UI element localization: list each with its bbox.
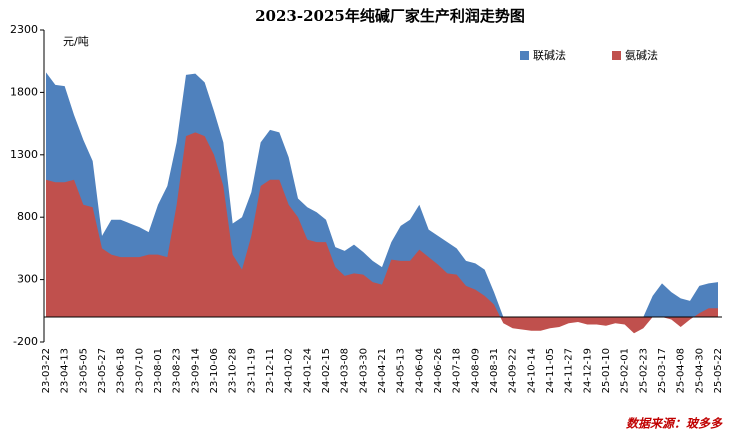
y-axis-label: 元/吨: [63, 35, 89, 48]
x-tick-label: 23-05-27: [97, 348, 108, 393]
x-tick-label: 25-01-10: [601, 348, 612, 393]
x-tick-label: 23-12-11: [265, 348, 276, 393]
x-tick-label: 24-02-15: [321, 348, 332, 393]
x-tick-label: 24-09-22: [508, 348, 519, 393]
y-tick-label: 1300: [10, 148, 38, 161]
x-tick-label: 23-05-05: [78, 348, 89, 393]
y-tick-label: 300: [17, 273, 38, 286]
x-tick-label: 24-05-13: [396, 348, 407, 393]
x-tick-label: 23-04-13: [60, 348, 71, 393]
x-tick-label: 24-03-30: [358, 348, 369, 393]
x-tick-label: 24-11-27: [564, 348, 575, 393]
x-tick-label: 24-12-19: [582, 348, 593, 393]
x-tick-label: 23-03-22: [41, 348, 52, 393]
x-tick-label: 25-04-30: [694, 348, 705, 393]
x-tick-label: 23-10-28: [228, 348, 239, 393]
x-tick-label: 25-02-23: [638, 348, 649, 393]
x-tick-label: 23-06-18: [116, 348, 127, 393]
x-tick-label: 24-03-08: [340, 348, 351, 393]
area: [46, 132, 718, 334]
x-tick-label: 23-08-23: [172, 348, 183, 393]
x-tick-label: 23-07-10: [134, 348, 145, 393]
x-tick-label: 24-01-02: [284, 348, 295, 393]
y-tick-label: 800: [17, 210, 38, 223]
x-tick-label: 24-08-31: [489, 348, 500, 393]
x-tick-label: 24-06-26: [433, 348, 444, 393]
x-tick-label: 24-04-21: [377, 348, 388, 393]
y-tick-label: 1800: [10, 85, 38, 98]
source-note: 数据来源：玻多多: [626, 417, 723, 431]
y-tick-label: 2300: [10, 23, 38, 36]
x-tick-label: 24-11-05: [545, 348, 556, 393]
x-tick-label: 24-06-04: [414, 348, 425, 393]
x-tick-label: 23-11-19: [246, 348, 257, 393]
legend-label: 氨碱法: [625, 48, 658, 62]
x-tick-label: 25-05-22: [713, 348, 724, 393]
x-tick-label: 24-01-24: [302, 348, 313, 393]
x-tick-label: 23-08-01: [153, 348, 164, 393]
legend-swatch: [612, 51, 621, 60]
x-tick-label: 25-03-17: [657, 348, 668, 393]
x-tick-label: 23-10-06: [209, 348, 220, 393]
chart-title: 2023-2025年纯碱厂家生产利润走势图: [255, 7, 525, 25]
x-tick-label: 23-09-14: [190, 348, 201, 393]
y-tick-label: -200: [13, 335, 38, 348]
x-tick-label: 25-04-08: [676, 348, 687, 393]
x-tick-label: 25-02-01: [620, 348, 631, 393]
x-tick-label: 24-10-14: [526, 348, 537, 393]
legend-label: 联碱法: [533, 48, 566, 62]
x-tick-label: 24-07-18: [452, 348, 463, 393]
x-tick-label: 24-08-09: [470, 348, 481, 393]
legend-swatch: [520, 51, 529, 60]
